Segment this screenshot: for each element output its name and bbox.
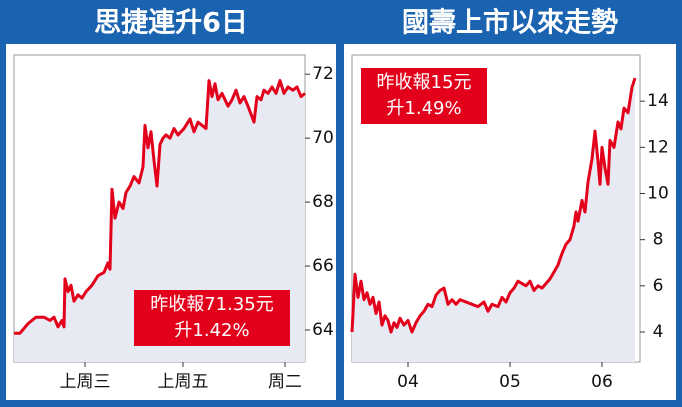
y-tick-label: 10 bbox=[647, 183, 669, 203]
annotation-box bbox=[134, 290, 290, 346]
annotation-box bbox=[361, 68, 487, 124]
x-tick-label: 上周五 bbox=[158, 372, 209, 392]
x-tick-label: 上周三 bbox=[60, 372, 111, 392]
y-tick-label: 72 bbox=[312, 64, 334, 84]
chart-title: 國壽上市以來走勢 bbox=[402, 7, 618, 39]
y-tick-label: 68 bbox=[312, 192, 334, 212]
x-tick-label: 周二 bbox=[268, 372, 302, 392]
y-tick-label: 64 bbox=[312, 320, 334, 340]
x-tick-label: 04 bbox=[397, 372, 419, 392]
y-tick-label: 66 bbox=[312, 256, 334, 276]
y-tick-label: 14 bbox=[647, 91, 669, 111]
y-tick-label: 4 bbox=[653, 322, 664, 342]
x-tick-label: 05 bbox=[499, 372, 521, 392]
annotation: 升1.42% bbox=[174, 320, 249, 341]
line bbox=[14, 79, 306, 335]
y-tick-label: 12 bbox=[647, 137, 669, 157]
y-tick-label: 70 bbox=[312, 128, 334, 148]
y-tick-label: 6 bbox=[653, 276, 664, 296]
x-tick-label: 06 bbox=[591, 372, 613, 392]
y-tick-label: 8 bbox=[653, 230, 664, 250]
area-fill bbox=[352, 78, 635, 363]
line bbox=[350, 77, 637, 334]
annotation: 升1.49% bbox=[386, 98, 461, 119]
annotation: 昨收報71.35元 bbox=[150, 294, 274, 315]
chart-title: 思捷連升6日 bbox=[94, 8, 248, 39]
annotation: 昨收報15元 bbox=[377, 72, 472, 93]
